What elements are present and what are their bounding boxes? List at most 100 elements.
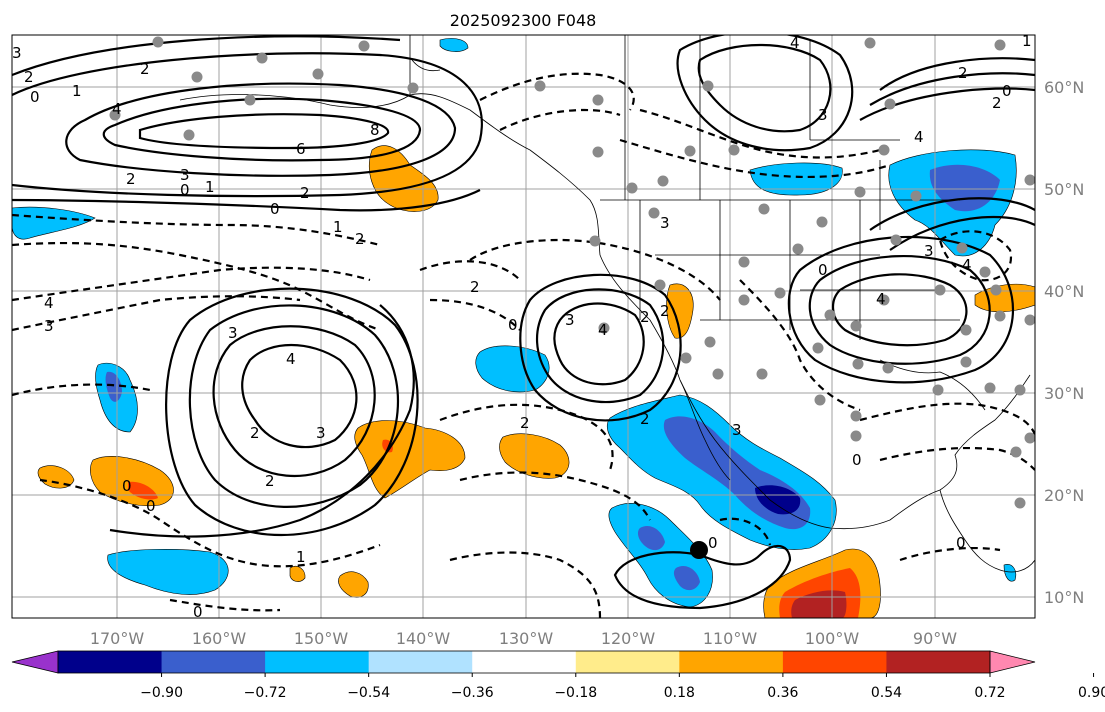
- contour-label: 3: [44, 317, 54, 335]
- contour-label: 2: [992, 94, 1002, 112]
- colorbar-segment: [368, 651, 473, 673]
- contour-label: 1: [333, 218, 343, 236]
- colorbar-segment: [58, 651, 163, 673]
- storm-marker: [690, 541, 708, 559]
- colorbar-segment: [265, 651, 370, 673]
- lat-label: 50°N: [1044, 180, 1084, 199]
- lon-label: 150°W: [294, 629, 349, 648]
- lat-label: 20°N: [1044, 486, 1084, 505]
- colorbar-extend-left: [11, 650, 59, 674]
- colorbar-tick-label: −0.72: [244, 685, 287, 701]
- contour-label: 3: [565, 311, 575, 329]
- lon-label: 140°W: [396, 629, 451, 648]
- contour-label: 2: [640, 308, 650, 326]
- contour-label: 3: [12, 44, 22, 62]
- contour-label: 0: [508, 316, 518, 334]
- contour-label: 1: [205, 178, 215, 196]
- gridlines: [12, 35, 1035, 618]
- contour-label: 3: [732, 421, 742, 439]
- colorbar: −0.90 −0.72 −0.54 −0.36 −0.18 0.18 0.36 0.54 0.7…: [11, 650, 1105, 701]
- contour-label: 2: [520, 414, 530, 432]
- contour-label: 4: [790, 34, 800, 52]
- contour-label: 1: [296, 548, 306, 566]
- colorbar-segment: [782, 651, 887, 673]
- contour-label: 3: [228, 324, 238, 342]
- contour-label: 0: [1002, 82, 1012, 100]
- contour-label: 0: [180, 181, 190, 199]
- contour-label: 1: [1022, 32, 1032, 50]
- contour-label: 4: [44, 294, 54, 312]
- contour-label: 2: [660, 302, 670, 320]
- contour-label: 4: [598, 321, 608, 339]
- colorbar-segment: [472, 651, 577, 673]
- colorbar-tick-label: 0.90: [1078, 685, 1105, 701]
- colorbar-tick-label: 0.54: [871, 685, 902, 701]
- contour-label: 2: [265, 472, 275, 490]
- map-title: 2025092300 F048: [450, 11, 597, 30]
- lon-label: 90°W: [913, 629, 957, 648]
- lat-label: 10°N: [1044, 588, 1084, 607]
- contour-label: 4: [914, 128, 924, 146]
- contour-label: 4: [962, 256, 972, 274]
- contour-label: 3: [316, 424, 326, 442]
- longitude-labels: 170°W 160°W 150°W 140°W 130°W 120°W 110°…: [90, 629, 957, 648]
- contour-labels: 3 2 0 1 4 2 8 6 2 3 0 1 2 0 1 2 4 3 4 2 …: [12, 32, 1032, 621]
- lon-label: 100°W: [805, 629, 860, 648]
- contour-label: 8: [370, 121, 380, 139]
- lon-label: 160°W: [192, 629, 247, 648]
- contour-label: 2: [958, 64, 968, 82]
- contour-label: 0: [30, 88, 40, 106]
- contour-label: 0: [708, 534, 718, 552]
- contour-label: 3: [818, 106, 828, 124]
- contour-label: 2: [640, 410, 650, 428]
- lat-label: 40°N: [1044, 282, 1084, 301]
- contour-label: 6: [296, 140, 306, 158]
- contour-label: 0: [270, 200, 280, 218]
- contour-label: 0: [193, 603, 203, 621]
- colorbar-segment: [161, 651, 266, 673]
- contour-label: 2: [140, 60, 150, 78]
- contour-label: 4: [286, 350, 296, 368]
- colorbar-extend-right: [989, 650, 1036, 674]
- colorbar-tick-label: −0.90: [140, 685, 183, 701]
- colorbar-segment: [679, 651, 784, 673]
- contour-label: 0: [956, 534, 966, 552]
- contours: [12, 35, 1035, 618]
- contour-label: 0: [818, 261, 828, 279]
- colorbar-segment: [886, 651, 991, 673]
- lat-label: 60°N: [1044, 78, 1084, 97]
- coastlines: [179, 35, 1035, 573]
- colorbar-tick-label: 0.72: [974, 685, 1005, 701]
- lon-label: 120°W: [601, 629, 656, 648]
- latitude-labels: 60°N 50°N 40°N 30°N 20°N 10°N: [1044, 78, 1084, 607]
- contour-label: 2: [126, 170, 136, 188]
- lon-label: 130°W: [499, 629, 554, 648]
- lon-label: 170°W: [90, 629, 145, 648]
- colorbar-tick-label: 0.36: [767, 685, 798, 701]
- contour-label: 4: [112, 100, 122, 118]
- map-frame: [11, 34, 1036, 619]
- colorbar-tick-label: −0.18: [554, 685, 597, 701]
- contour-label: 2: [250, 424, 260, 442]
- contour-label: 0: [122, 477, 132, 495]
- contour-label: 2: [300, 184, 310, 202]
- contour-label: 0: [852, 451, 862, 469]
- colorbar-tick-label: −0.54: [347, 685, 390, 701]
- lat-label: 30°N: [1044, 384, 1084, 403]
- colorbar-segment: [575, 651, 680, 673]
- contour-label: 3: [660, 214, 670, 232]
- contour-label: 3: [924, 242, 934, 260]
- contour-label: 4: [876, 290, 886, 308]
- colorbar-tick-label: −0.36: [451, 685, 494, 701]
- map-panel: 3 2 0 1 4 2 8 6 2 3 0 1 2 0 1 2 4 3 4 2 …: [12, 32, 1035, 621]
- contour-label: 3: [180, 166, 190, 184]
- contour-label: 2: [470, 278, 480, 296]
- contour-label: 0: [146, 497, 156, 515]
- contour-label: 2: [24, 68, 34, 86]
- colorbar-tick-label: 0.18: [664, 685, 695, 701]
- contour-label: 1: [72, 82, 82, 100]
- lon-label: 110°W: [703, 629, 758, 648]
- observation-dots: [109, 36, 1035, 509]
- contour-label: 2: [355, 230, 365, 248]
